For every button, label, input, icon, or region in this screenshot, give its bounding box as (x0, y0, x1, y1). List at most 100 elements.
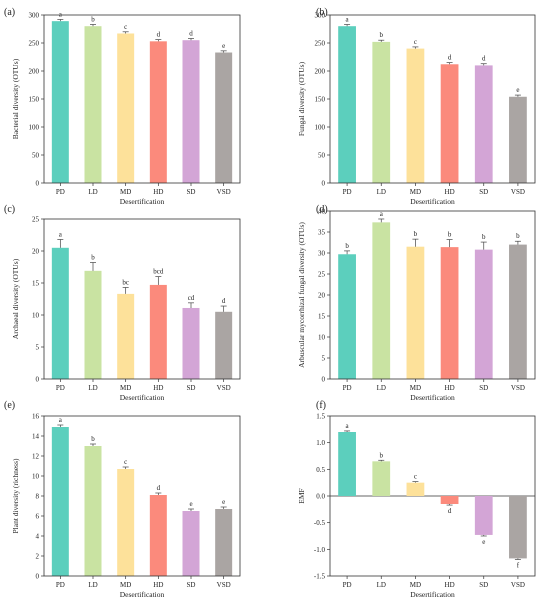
x-tick-label: SD (479, 384, 488, 392)
x-axis-title: Desertification (120, 197, 165, 206)
significance-letter: a (59, 10, 63, 18)
y-tick-label: 50 (318, 152, 326, 160)
significance-letter: d (448, 507, 452, 515)
significance-letter: b (380, 31, 384, 39)
y-axis-title: Plant diversity (richness) (11, 458, 20, 533)
significance-letter: cd (188, 294, 195, 302)
x-tick-label: VSD (217, 188, 231, 196)
x-tick-label: MD (120, 188, 131, 196)
panel-fungal-diversity: (b) a PD b LD c MD d HD d SD e VSD 0 50 100 150 200 250 300… (297, 7, 536, 206)
significance-letter: c (414, 38, 417, 46)
y-tick-label: 150 (315, 96, 326, 104)
y-tick-label: -1.0 (314, 546, 326, 554)
bar-pd (51, 21, 69, 183)
x-tick-label: PD (56, 384, 65, 392)
x-tick-label: SD (187, 188, 196, 196)
bar-md (117, 293, 135, 379)
significance-letter: a (380, 210, 384, 218)
bar-vsd (215, 509, 233, 576)
y-axis-title: Fungal diversity (OTUs) (297, 61, 306, 136)
significance-letter: d (157, 484, 161, 492)
bar-vsd (509, 496, 527, 559)
x-tick-label: PD (343, 188, 352, 196)
significance-letter: c (414, 473, 417, 481)
plot-frame (43, 218, 241, 380)
x-axis-title: Desertification (120, 590, 165, 599)
y-tick-label: 250 (29, 40, 40, 48)
bar-ld (372, 461, 391, 496)
x-tick-label: MD (120, 384, 131, 392)
bar-ld (372, 222, 391, 379)
bar-md (117, 33, 135, 184)
y-tick-label: 300 (29, 12, 40, 20)
y-tick-label: 200 (29, 68, 40, 76)
bar-vsd (215, 52, 233, 183)
x-tick-label: LD (377, 188, 386, 196)
y-tick-label: 30 (318, 250, 326, 258)
significance-letter: d (157, 31, 161, 39)
y-tick-label: 100 (29, 124, 40, 132)
y-tick-label: 1.5 (316, 413, 325, 421)
bar-ld (372, 41, 391, 183)
x-tick-label: LD (88, 581, 97, 589)
x-axis-title: Desertification (120, 393, 165, 402)
y-tick-label: 300 (315, 12, 326, 20)
bar-md (406, 48, 425, 183)
y-tick-label: 0 (36, 180, 40, 188)
y-tick-label: 200 (315, 68, 326, 76)
y-tick-label: 15 (318, 313, 326, 321)
x-tick-label: MD (410, 188, 421, 196)
y-tick-label: 8 (36, 493, 40, 501)
x-tick-label: PD (56, 581, 65, 589)
bar-vsd (215, 311, 233, 379)
y-tick-label: 20 (32, 248, 40, 256)
y-tick-label: 12 (32, 453, 40, 461)
bar-pd (338, 26, 356, 184)
y-axis-title: Archaeal diversity (OTUs) (11, 258, 20, 339)
significance-letter: b (345, 242, 349, 250)
x-tick-label: SD (187, 581, 196, 589)
x-tick-label: SD (187, 384, 196, 392)
y-tick-label: 40 (318, 208, 326, 216)
significance-letter: d (448, 54, 452, 62)
y-tick-label: 6 (36, 513, 40, 521)
y-tick-label: 0 (36, 573, 40, 581)
bar-hd (440, 496, 459, 504)
bar-hd (149, 495, 167, 576)
x-tick-label: VSD (217, 384, 231, 392)
bar-sd (182, 511, 200, 576)
y-tick-label: 0 (322, 376, 326, 384)
panel-archaeal-diversity: (c) a PD b LD bc MD bcd HD cd SD d VSD 0 5 10 15 20 25 Dese… (4, 204, 241, 402)
x-tick-label: LD (88, 384, 97, 392)
x-tick-label: PD (56, 188, 65, 196)
x-tick-label: VSD (217, 581, 231, 589)
significance-letter: b (380, 451, 384, 459)
significance-letter: c (124, 458, 127, 466)
bar-hd (149, 284, 167, 379)
bar-ld (84, 446, 102, 576)
bar-ld (84, 26, 102, 184)
panel-amf-diversity: (d) b PD a LD b MD b HD b SD b VSD 0 5 10 15 20 25 30 35 40 De… (297, 204, 536, 402)
bar-ld (84, 270, 102, 379)
y-tick-label: 20 (318, 292, 326, 300)
plot-frame (329, 415, 536, 577)
significance-letter: a (59, 230, 63, 238)
bar-pd (338, 254, 356, 379)
x-tick-label: MD (410, 581, 421, 589)
y-tick-label: 25 (318, 271, 326, 279)
panel-label: (a) (4, 7, 15, 18)
significance-letter: a (346, 422, 350, 430)
bar-sd (474, 249, 493, 379)
significance-letter: e (222, 42, 225, 50)
bar-sd (474, 65, 493, 183)
x-tick-label: MD (410, 384, 421, 392)
significance-letter: bcd (153, 268, 164, 276)
significance-letter: b (414, 230, 418, 238)
significance-letter: e (189, 500, 192, 508)
y-tick-label: 10 (32, 312, 40, 320)
y-tick-label: 5 (36, 344, 40, 352)
x-axis-title: Desertification (410, 197, 455, 206)
plot-frame (329, 210, 536, 380)
y-tick-label: 10 (32, 473, 40, 481)
